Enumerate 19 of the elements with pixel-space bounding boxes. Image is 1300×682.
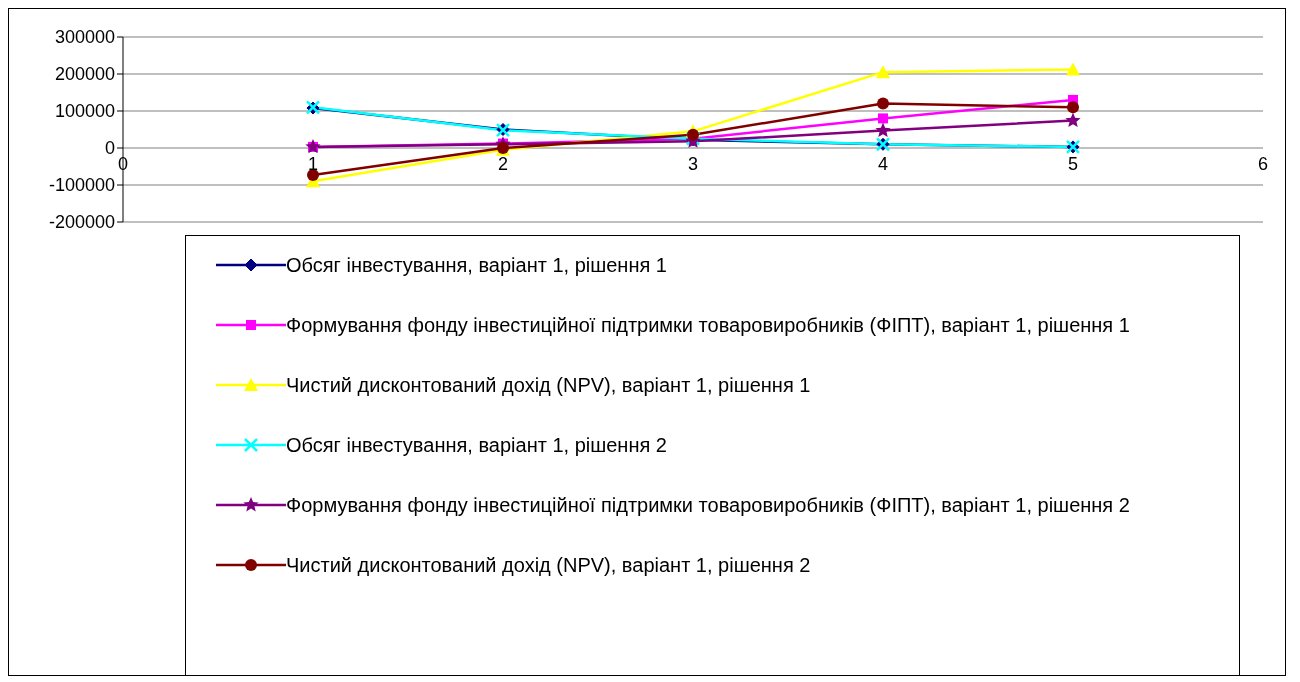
x-tick-label: 0: [117, 153, 129, 174]
legend-label: Формування фонду інвестиційної підтримки товаровиробників (ФІПТ), варіант 1, рішення 2: [286, 493, 1130, 518]
x-tick-label: 2: [497, 153, 509, 174]
x-tick-label: 1: [307, 153, 319, 174]
legend-label: Чистий дисконтований дохід (NPV), варіант 1, рішення 2: [286, 553, 811, 578]
x-tick-label: 6: [1257, 153, 1269, 174]
legend-label: Формування фонду інвестиційної підтримки товаровиробників (ФІПТ), варіант 1, рішення 1: [286, 313, 1130, 338]
x-tick-label: 4: [877, 153, 889, 174]
y-tick-label: 100000: [54, 101, 115, 122]
x-tick-label: 3: [687, 153, 699, 174]
legend-label: Чистий дисконтований дохід (NPV), варіант 1, рішення 1: [286, 373, 811, 398]
y-tick-label: 300000: [54, 27, 115, 48]
y-tick-label: 0: [104, 138, 115, 159]
legend-label: Обсяг інвестування, варіант 1, рішення 1: [286, 253, 667, 278]
x-tick-label: 5: [1067, 153, 1079, 174]
y-tick-label: 200000: [54, 64, 115, 85]
y-tick-label: -200000: [48, 212, 115, 233]
legend-label: Обсяг інвестування, варіант 1, рішення 2: [286, 433, 667, 458]
y-tick-label: -100000: [48, 175, 115, 196]
